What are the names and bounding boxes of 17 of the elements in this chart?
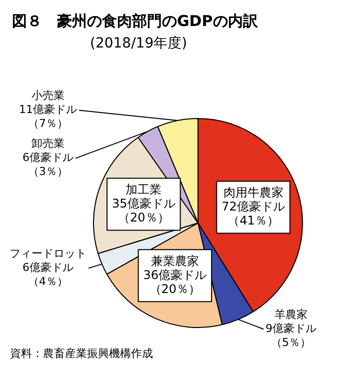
chart-subtitle: (2018/19年度) xyxy=(90,36,188,52)
data-label: 11億豪ドル（7％） xyxy=(19,103,77,130)
data-label: 6億豪ドル（3％） xyxy=(22,151,74,178)
slice-label: 羊農家 xyxy=(274,308,308,321)
data-label: 9億豪ドル（5％） xyxy=(266,322,316,349)
data-label: 72億豪ドル（41％） xyxy=(222,199,285,228)
slice-label: 肉用牛農家 xyxy=(223,185,284,200)
text: 資料：農畜産業振興機構作成 xyxy=(10,346,153,360)
chart-title: 図８ 豪州の食肉部門のGDPの内訳 xyxy=(12,12,259,30)
slice-label: 小売業 xyxy=(32,89,64,102)
data-label: 36億豪ドル（20％） xyxy=(143,268,207,296)
slice-label: 卸売業 xyxy=(32,137,64,150)
slice-label: フィードロット xyxy=(10,247,86,260)
data-label: 35億豪ドル（20％） xyxy=(112,196,176,224)
slice-label: 兼業農家 xyxy=(150,254,199,268)
data-label: 6億豪ドル（4％） xyxy=(22,261,74,288)
slice-label: 加工業 xyxy=(126,182,162,196)
